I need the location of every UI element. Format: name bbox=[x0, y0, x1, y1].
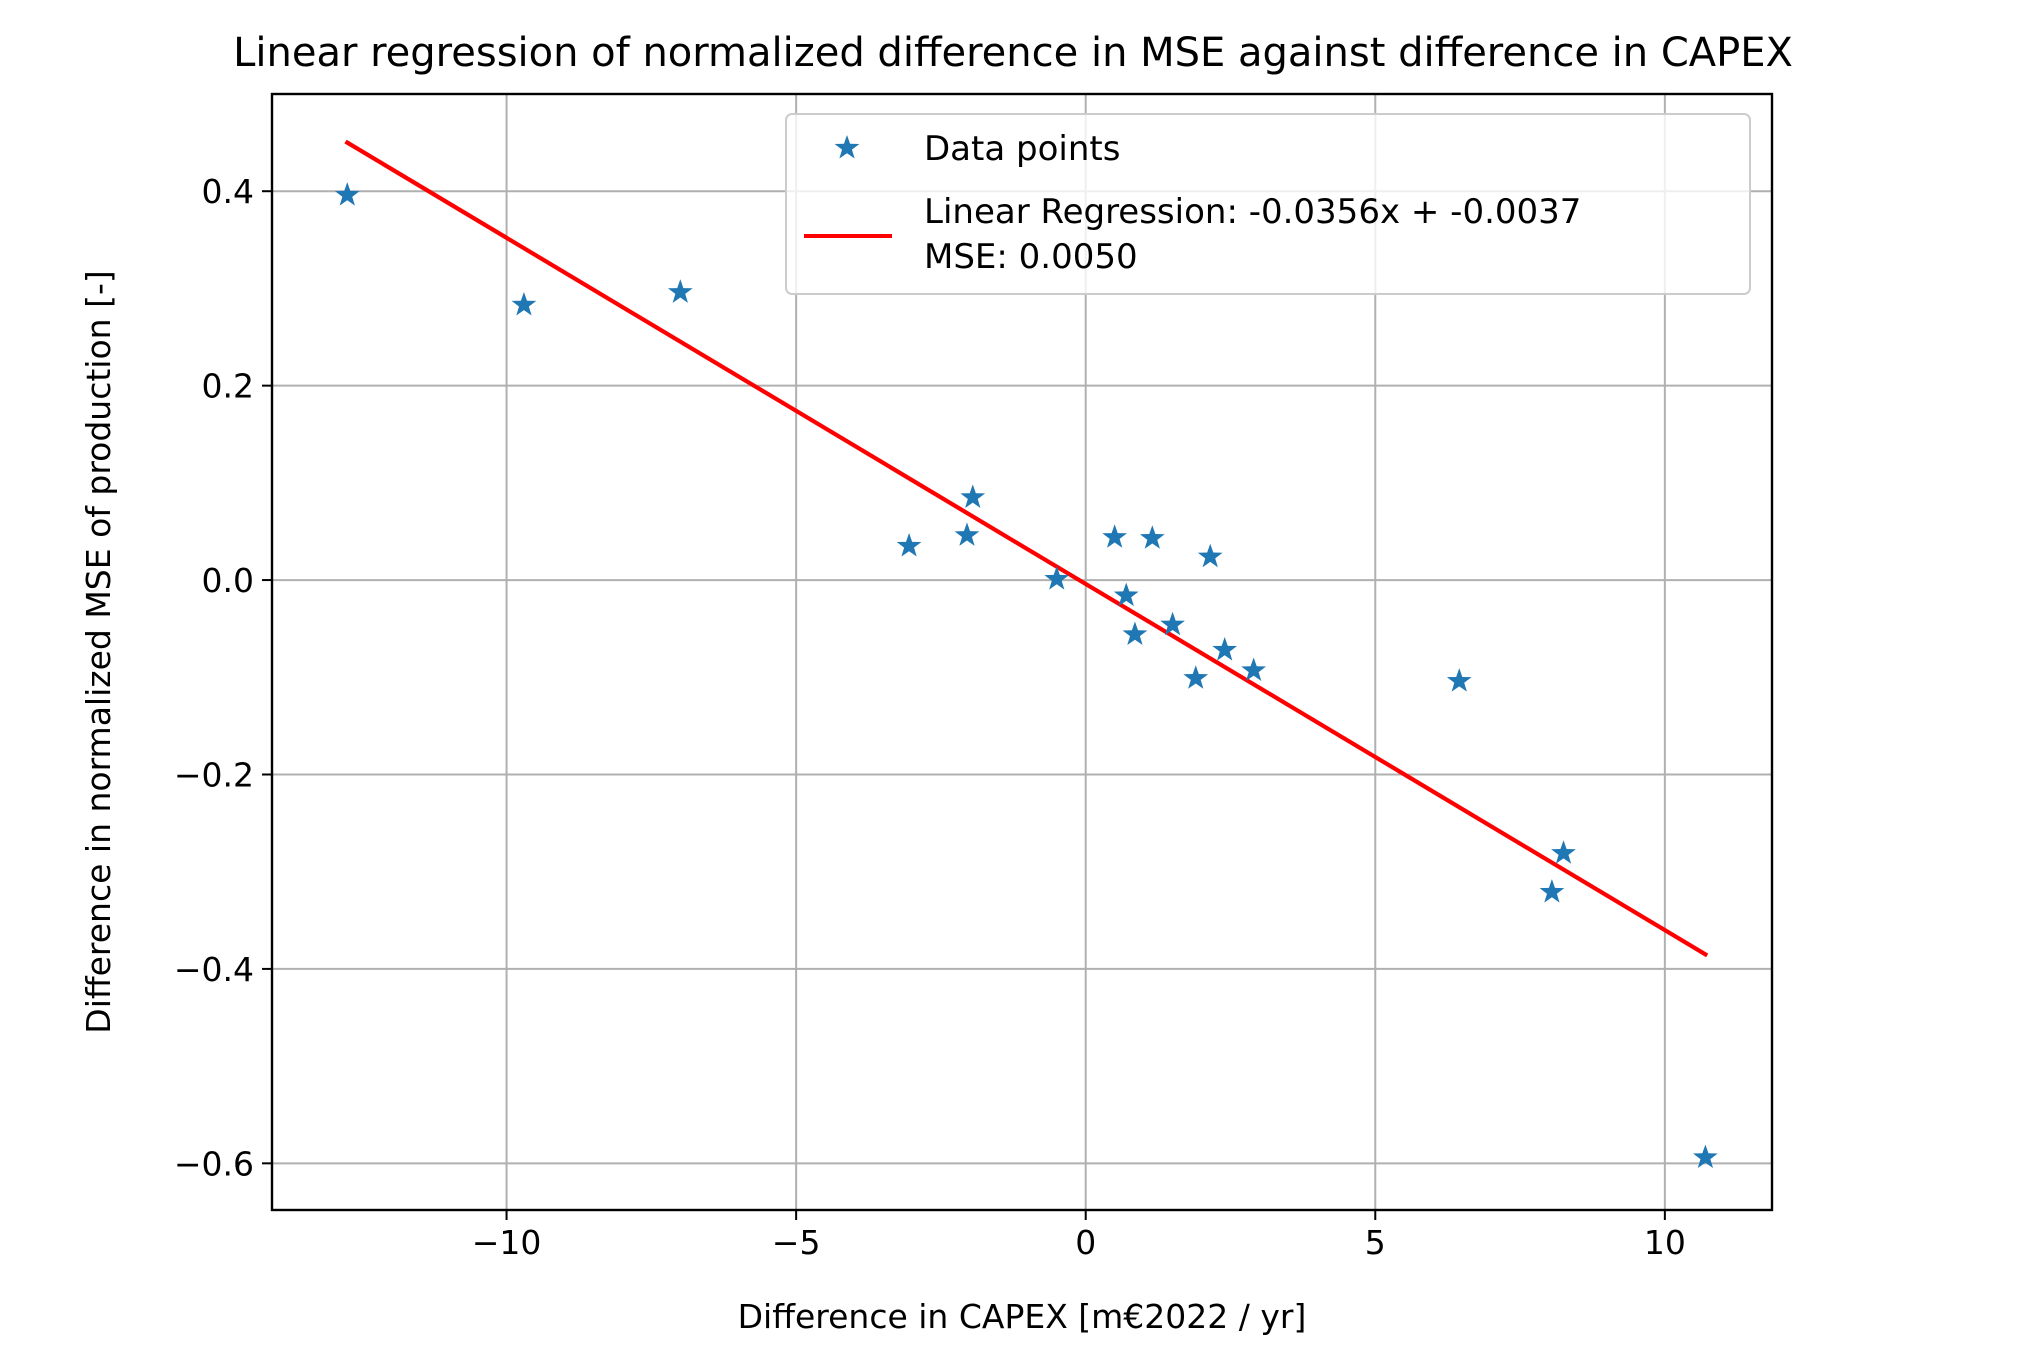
legend-label-regression: Linear Regression: -0.0356x + -0.0037 bbox=[924, 192, 1581, 232]
data-point bbox=[1197, 543, 1223, 568]
x-axis-label: Difference in CAPEX [m€2022 / yr] bbox=[738, 1297, 1307, 1336]
legend-star-marker bbox=[834, 135, 860, 159]
chart-title: Linear regression of normalized differen… bbox=[233, 30, 1793, 76]
y-tick-label: 0.2 bbox=[202, 367, 254, 406]
x-tick-label: 5 bbox=[1365, 1223, 1386, 1262]
legend-label-mse: MSE: 0.0050 bbox=[924, 237, 1138, 277]
x-tick-label: 10 bbox=[1644, 1223, 1686, 1262]
data-point bbox=[1551, 840, 1576, 864]
data-point bbox=[1122, 621, 1148, 646]
data-point bbox=[960, 484, 986, 508]
data-points-layer bbox=[334, 182, 1718, 1169]
data-point bbox=[334, 182, 360, 206]
data-point bbox=[1139, 525, 1165, 549]
data-point bbox=[511, 291, 537, 316]
data-point bbox=[1241, 657, 1267, 681]
data-point bbox=[667, 279, 693, 303]
data-point bbox=[1160, 611, 1185, 636]
legend-label-data-points: Data points bbox=[924, 129, 1120, 169]
y-axis-label: Difference in normalized MSE of producti… bbox=[79, 270, 118, 1033]
y-tick-label: −0.4 bbox=[174, 950, 254, 989]
legend: Data points Linear Regression: -0.0356x … bbox=[785, 113, 1751, 295]
x-tick-label: −10 bbox=[472, 1223, 542, 1262]
data-point bbox=[1539, 879, 1565, 903]
data-point bbox=[896, 533, 922, 557]
x-tick-label: −5 bbox=[772, 1223, 821, 1262]
plot-frame bbox=[270, 92, 1774, 1212]
x-tick-label: 0 bbox=[1075, 1223, 1096, 1262]
regression-line-layer bbox=[344, 139, 1709, 958]
legend-box bbox=[785, 113, 1751, 295]
y-tick-label: 0.4 bbox=[202, 172, 254, 211]
data-point bbox=[1102, 524, 1128, 548]
data-point bbox=[1212, 637, 1238, 661]
x-axis-ticks: −10 −5 0 5 10 bbox=[472, 1210, 1686, 1262]
data-point bbox=[1183, 665, 1209, 689]
data-point bbox=[1446, 668, 1472, 692]
y-axis-ticks: 0.4 0.2 0.0 −0.2 −0.4 −0.6 bbox=[174, 172, 272, 1183]
data-point bbox=[1113, 582, 1139, 607]
data-point bbox=[954, 522, 980, 546]
regression-line bbox=[344, 139, 1709, 958]
y-tick-label: −0.6 bbox=[174, 1144, 254, 1183]
y-tick-label: 0.0 bbox=[202, 561, 254, 600]
data-point bbox=[1693, 1144, 1718, 1169]
data-point bbox=[1044, 566, 1070, 590]
y-tick-label: −0.2 bbox=[174, 755, 254, 794]
